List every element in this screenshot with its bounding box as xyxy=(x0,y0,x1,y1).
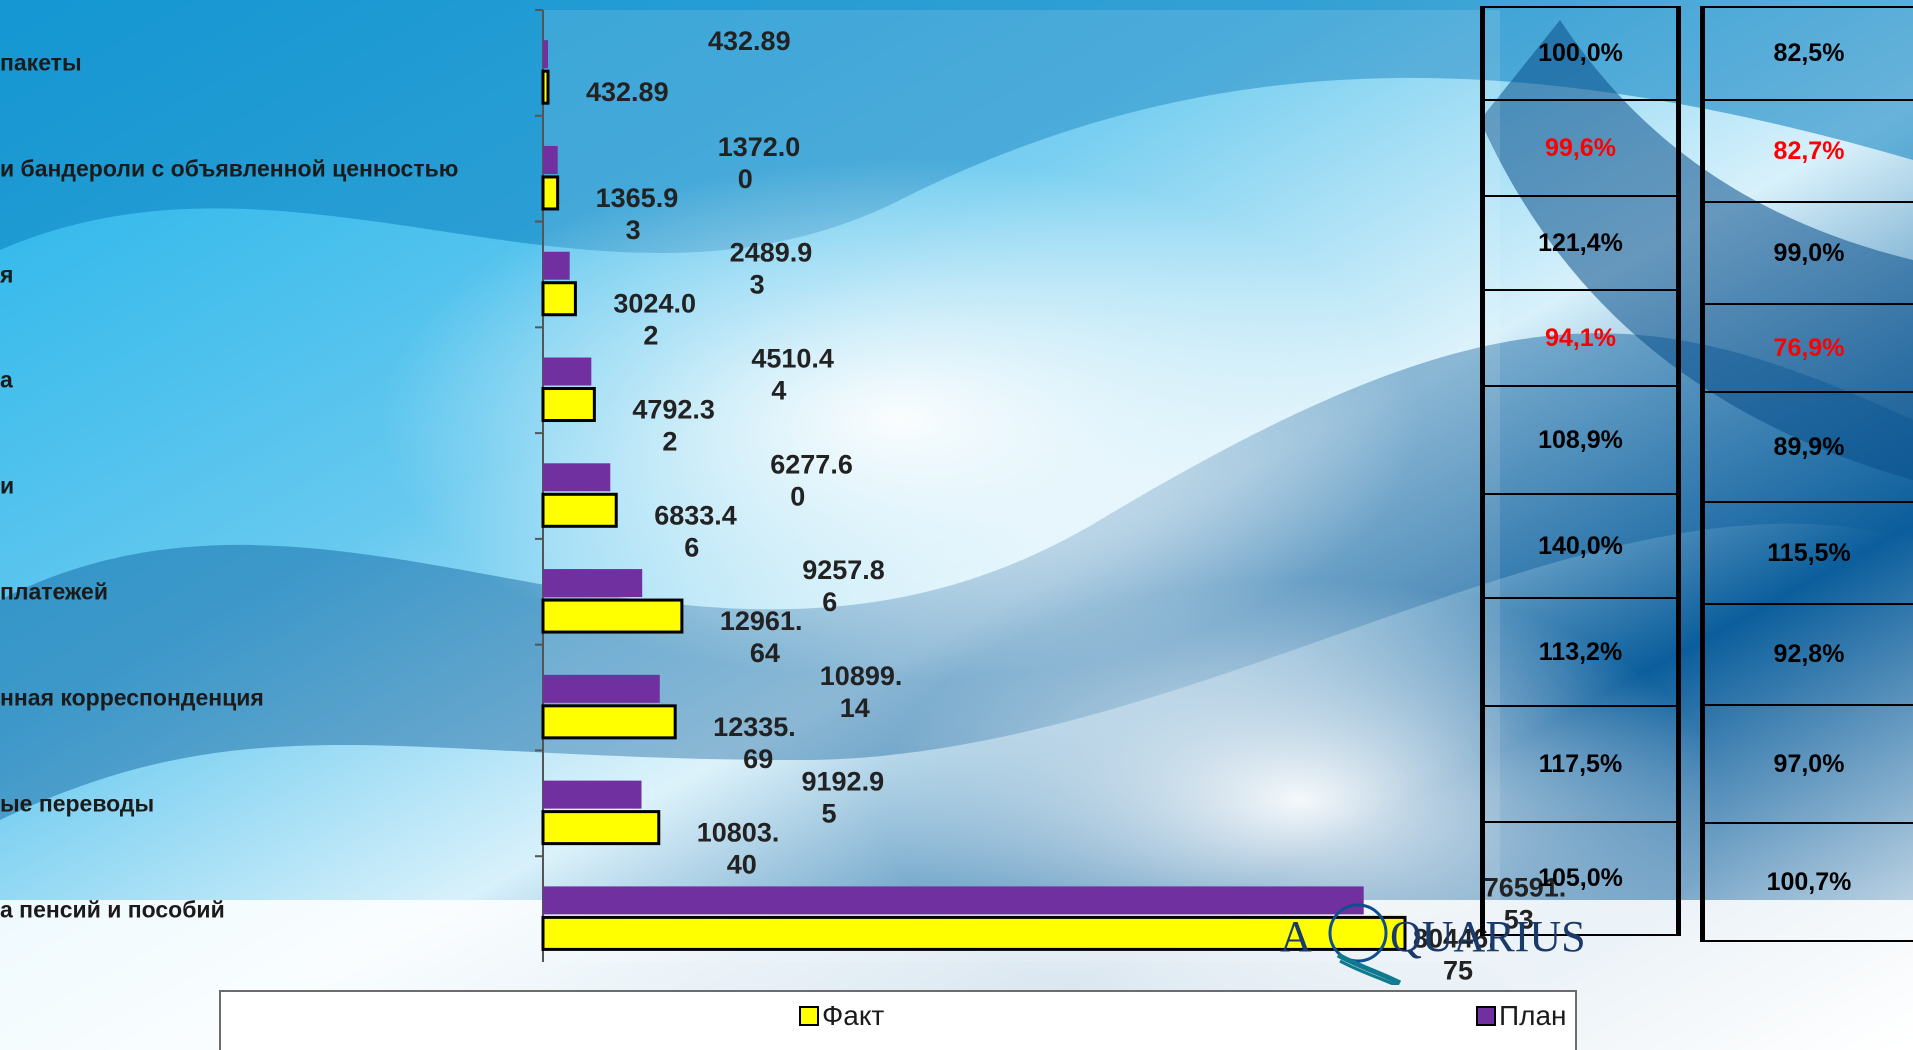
percent-cell: 100,7% xyxy=(1701,822,1913,942)
data-label-fact: 10803. xyxy=(697,818,780,848)
bar-fact xyxy=(541,387,596,423)
percent-cell: 99,6% xyxy=(1481,99,1680,197)
data-label-fact: 12961. xyxy=(720,606,803,636)
percent-cell: 113,2% xyxy=(1481,597,1680,707)
percent-cell: 121,4% xyxy=(1481,195,1680,291)
data-label-plan: 0 xyxy=(790,481,805,511)
percent-table-left: 100,0% 99,6% 121,4% 94,1% 108,9% 140,0% … xyxy=(1480,6,1681,936)
percent-table-right: 82,5% 82,7% 99,0% 76,9% 89,9% 115,5% 92,… xyxy=(1700,6,1913,942)
percent-cell: 89,9% xyxy=(1701,391,1913,503)
data-label-plan: 6277.6 xyxy=(770,449,853,479)
bar-plan xyxy=(543,251,570,280)
category-label: платежей xyxy=(0,578,108,605)
legend-swatch-plan xyxy=(1476,1006,1496,1026)
data-label-plan: 9192.9 xyxy=(802,767,885,797)
category-label: и xyxy=(0,472,15,499)
data-label-fact: 432.89 xyxy=(586,77,669,107)
data-label-fact: 3024.0 xyxy=(613,289,696,319)
data-label-fact: 1365.9 xyxy=(596,183,679,213)
percent-cell: 108,9% xyxy=(1481,385,1680,495)
legend-label-fact: Факт xyxy=(822,1000,885,1031)
percent-cell: 99,0% xyxy=(1701,201,1913,305)
bar-fact xyxy=(541,915,1407,951)
percent-cell: 82,7% xyxy=(1701,99,1913,203)
category-label: пакеты xyxy=(0,49,82,76)
bar-fact xyxy=(541,281,577,317)
chart-legend: Факт План xyxy=(219,990,1577,1050)
percent-cell: 105,0% xyxy=(1481,821,1680,936)
logo-text: QUARIUS xyxy=(1390,912,1586,961)
data-label-plan: 9257.8 xyxy=(802,555,885,585)
data-label-fact: 3 xyxy=(626,215,641,245)
percent-cell: 92,8% xyxy=(1701,603,1913,706)
bar-plan xyxy=(543,463,611,492)
data-label-fact: 75 xyxy=(1443,955,1473,985)
category-label: нная корреспонденция xyxy=(0,684,264,711)
bar-fact xyxy=(541,704,677,740)
bar-plan xyxy=(543,569,643,598)
category-label: ые переводы xyxy=(0,790,155,817)
data-label-plan: 4 xyxy=(771,376,786,406)
legend-item-fact: Факт xyxy=(799,1000,884,1032)
bar-plan xyxy=(543,357,592,386)
bar-plan xyxy=(543,886,1364,915)
data-label-fact: 6 xyxy=(684,532,699,562)
bar-plan xyxy=(543,674,660,703)
category-label: я xyxy=(0,261,14,288)
bar-fact xyxy=(541,810,661,846)
logo-prefix: A xyxy=(1280,912,1312,961)
legend-label-plan: План xyxy=(1499,1000,1567,1031)
data-label-fact: 2 xyxy=(662,427,677,457)
data-label-fact: 40 xyxy=(727,850,757,880)
percent-cell: 140,0% xyxy=(1481,493,1680,599)
data-label-plan: 10899. xyxy=(820,661,903,691)
percent-cell: 97,0% xyxy=(1701,704,1913,824)
bar-plan xyxy=(543,780,642,809)
data-label-plan: 4510.4 xyxy=(751,344,834,374)
bar-fact xyxy=(541,492,618,528)
legend-item-plan: План xyxy=(1476,1000,1567,1032)
data-label-plan: 6 xyxy=(822,587,837,617)
data-label-plan: 0 xyxy=(738,164,753,194)
plot-area xyxy=(543,10,1500,962)
data-label-plan: 14 xyxy=(840,693,870,723)
data-label-plan: 5 xyxy=(822,799,837,829)
category-label: а пенсий и пособий xyxy=(0,896,225,923)
data-label-plan: 1372.0 xyxy=(718,132,801,162)
category-label: а xyxy=(0,366,13,393)
data-label-fact: 69 xyxy=(743,744,773,774)
data-label-plan: 3 xyxy=(750,270,765,300)
bar-plan xyxy=(543,145,558,174)
bar-fact xyxy=(541,598,684,634)
percent-cell: 117,5% xyxy=(1481,705,1680,823)
aquarius-logo: A QUARIUS xyxy=(1280,903,1586,985)
legend-swatch-fact xyxy=(799,1006,819,1026)
bar-plan xyxy=(543,40,548,69)
category-label: и бандероли с объявленной ценностью xyxy=(0,155,459,182)
data-label-fact: 6833.4 xyxy=(654,500,737,530)
data-label-fact: 2 xyxy=(643,321,658,351)
data-label-plan: 432.89 xyxy=(708,26,791,56)
data-label-plan: 2489.9 xyxy=(730,238,813,268)
percent-cell: 115,5% xyxy=(1701,501,1913,605)
percent-cell: 76,9% xyxy=(1701,303,1913,393)
data-label-fact: 64 xyxy=(750,638,780,668)
bar-fact xyxy=(541,175,560,211)
bar-fact xyxy=(541,69,550,105)
data-label-fact: 4792.3 xyxy=(632,395,715,425)
percent-cell: 94,1% xyxy=(1481,289,1680,387)
percent-cell: 82,5% xyxy=(1701,6,1913,101)
data-label-fact: 12335. xyxy=(713,712,796,742)
percent-cell: 100,0% xyxy=(1481,6,1680,101)
